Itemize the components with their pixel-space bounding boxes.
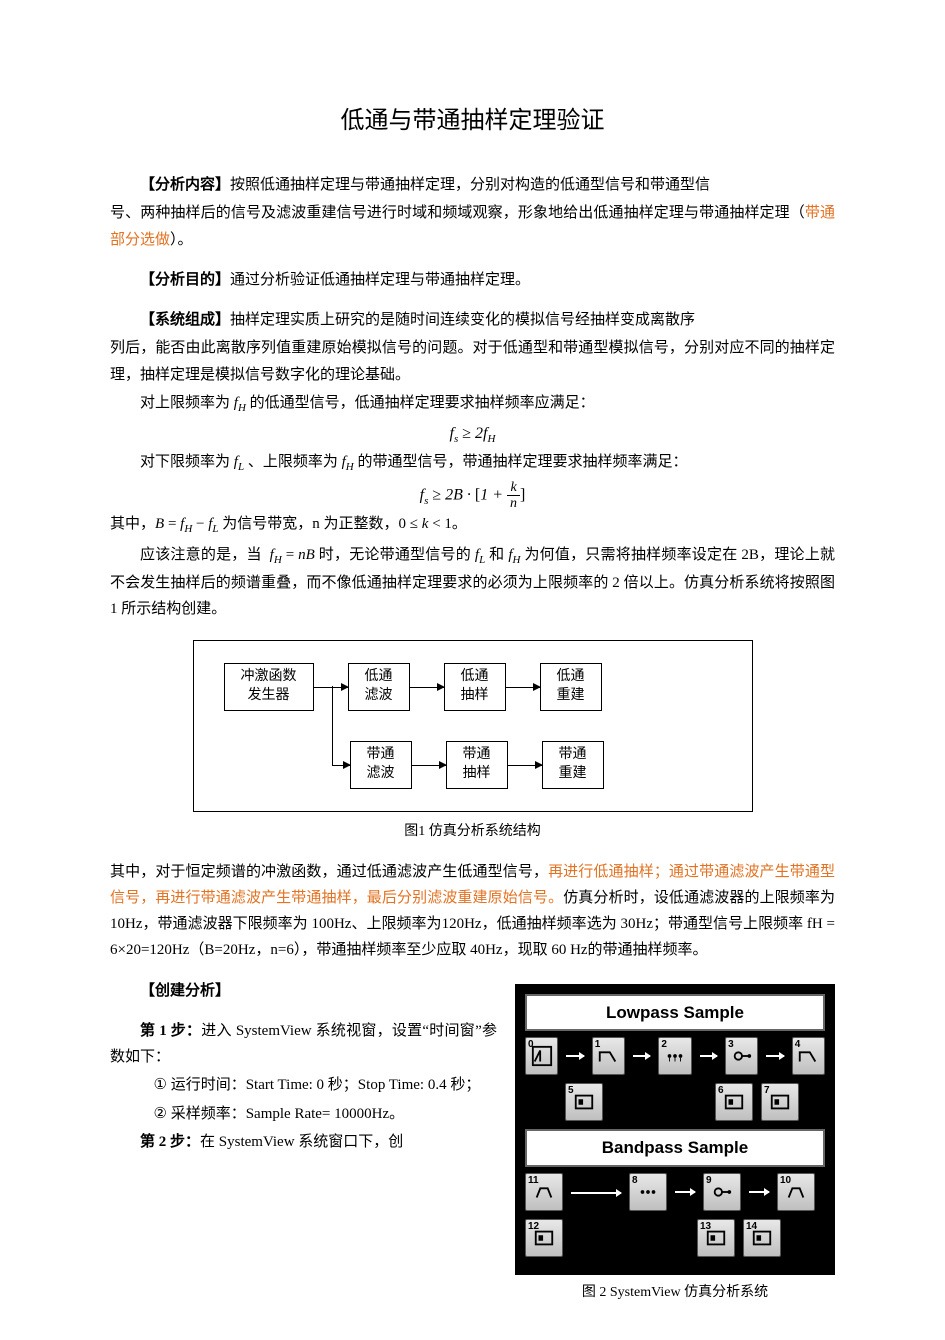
figure-1: 冲激函数发生器 低通滤波 低通抽样 低通重建 带通滤波 <box>110 640 835 844</box>
sv-token-8: 8 <box>629 1173 667 1211</box>
node-source: 冲激函数发生器 <box>224 663 314 711</box>
arrow-icon <box>571 1192 621 1194</box>
arrow-icon <box>508 765 542 766</box>
step-1-label: 第 1 步： <box>140 1023 201 1039</box>
flow-row-bottom: 带通滤波 带通抽样 带通重建 <box>224 741 722 789</box>
text: 在 SystemView 系统窗口下，创 <box>200 1134 403 1150</box>
label-analysis-purpose: 【分析目的】 <box>140 272 230 288</box>
figure-2-caption: 图 2 SystemView 仿真分析系统 <box>515 1281 835 1306</box>
page-title: 低通与带通抽样定理验证 <box>110 100 835 142</box>
sv-token-14: 14 <box>743 1219 781 1257</box>
formula-1: fs ≥ 2fH <box>110 420 835 449</box>
arrow-icon <box>314 687 348 688</box>
sv-row-2: 5 6 7 <box>525 1083 825 1121</box>
systemview-panel: Lowpass Sample 0 1 2 3 4 5 6 7 Bandpass … <box>515 984 835 1276</box>
para-analysis-content-2: 号、两种抽样后的信号及滤波重建信号进行时域和频域观察，形象地给出低通抽样定理与带… <box>110 200 835 253</box>
figure-1-caption: 图1 仿真分析系统结构 <box>110 820 835 845</box>
text: 通过分析验证低通抽样定理与带通抽样定理。 <box>230 272 530 288</box>
text: 号、两种抽样后的信号及滤波重建信号进行时域和频域观察，形象地给出低通抽样定理与带… <box>110 205 805 221</box>
node-bp-sample: 带通抽样 <box>446 741 508 789</box>
sv-token-9: 9 <box>703 1173 741 1211</box>
text: 运行时间：Start Time: 0 秒；Stop Time: 0.4 秒； <box>171 1077 481 1093</box>
para-where: 其中，B = fH − fL 为信号带宽，n 为正整数，0 ≤ k < 1。 <box>110 511 835 539</box>
para-bandpass-req: 对下限频率为 fL 、上限频率为 fH 的带通型信号，带通抽样定理要求抽样频率满… <box>110 449 835 477</box>
para-note: 应该注意的是，当 fH = nB 时，无论带通型信号的 fL 和 fH 为何值，… <box>110 542 835 623</box>
node-bp-filter: 带通滤波 <box>350 741 412 789</box>
sv-token-12: 12 <box>525 1219 563 1257</box>
para-analysis-purpose: 【分析目的】通过分析验证低通抽样定理与带通抽样定理。 <box>110 267 835 293</box>
text: 其中，对于恒定频谱的冲激函数，通过低通滤波产生低通型信号， <box>110 864 548 880</box>
arrow-icon <box>410 687 444 688</box>
arrow-icon <box>633 1055 650 1057</box>
label-system-composition: 【系统组成】 <box>140 312 230 328</box>
para-system-composition-1: 【系统组成】抽样定理实质上研究的是随时间连续变化的模拟信号经抽样变成离散序 <box>110 307 835 333</box>
node-lp-recon: 低通重建 <box>540 663 602 711</box>
sv-title-bandpass: Bandpass Sample <box>525 1129 825 1167</box>
sv-token-7: 7 <box>761 1083 799 1121</box>
figure-2: Lowpass Sample 0 1 2 3 4 5 6 7 Bandpass … <box>515 984 835 1306</box>
formula-2: fs ≥ 2B · [1 + kn] <box>110 480 835 512</box>
para-system-composition-2: 列后，能否由此离散序列值重建原始模拟信号的问题。对于低通型和带通型模拟信号，分别… <box>110 335 835 388</box>
arrow-icon <box>766 1055 783 1057</box>
sv-token-10: 10 <box>777 1173 815 1211</box>
circled-1-icon: ① <box>154 1076 167 1093</box>
sv-token-13: 13 <box>697 1219 735 1257</box>
sv-token-2: 2 <box>658 1037 691 1075</box>
text: ）。 <box>170 232 193 248</box>
text: 抽样定理实质上研究的是随时间连续变化的模拟信号经抽样变成离散序 <box>230 312 695 328</box>
flowchart: 冲激函数发生器 低通滤波 低通抽样 低通重建 带通滤波 <box>193 640 753 812</box>
sv-token-1: 1 <box>592 1037 625 1075</box>
sv-token-11: 11 <box>525 1173 563 1211</box>
node-lp-sample: 低通抽样 <box>444 663 506 711</box>
sv-row-3: 11 8 9 10 <box>525 1173 825 1211</box>
arrow-icon <box>749 1191 769 1193</box>
elbow-connector <box>314 741 350 789</box>
para-desc: 其中，对于恒定频谱的冲激函数，通过低通滤波产生低通型信号，再进行低通抽样；通过带… <box>110 859 835 964</box>
node-lp-filter: 低通滤波 <box>348 663 410 711</box>
arrow-icon <box>675 1191 695 1193</box>
sv-token-5: 5 <box>565 1083 603 1121</box>
sv-token-6: 6 <box>715 1083 753 1121</box>
sv-row-1: 0 1 2 3 4 <box>525 1037 825 1075</box>
arrow-icon <box>506 687 540 688</box>
sv-token-3: 3 <box>725 1037 758 1075</box>
sv-token-0: 0 <box>525 1037 558 1075</box>
para-lowpass-req: 对上限频率为 fH 的低通型信号，低通抽样定理要求抽样频率应满足： <box>110 390 835 418</box>
circled-2-icon: ② <box>154 1105 167 1122</box>
arrow-icon <box>566 1055 583 1057</box>
arrow-icon <box>700 1055 717 1057</box>
sv-row-4: 12 13 14 <box>525 1219 825 1257</box>
label-analysis-content: 【分析内容】 <box>140 177 230 193</box>
step-2-label: 第 2 步： <box>140 1134 200 1150</box>
sv-token-4: 4 <box>792 1037 825 1075</box>
arrow-icon <box>412 765 446 766</box>
text: 按照低通抽样定理与带通抽样定理，分别对构造的低通型信号和带通型信 <box>230 177 710 193</box>
sv-title-lowpass: Lowpass Sample <box>525 994 825 1032</box>
flow-row-top: 冲激函数发生器 低通滤波 低通抽样 低通重建 <box>224 663 722 711</box>
text: 采样频率：Sample Rate= 10000Hz。 <box>171 1106 404 1122</box>
node-bp-recon: 带通重建 <box>542 741 604 789</box>
para-analysis-content: 【分析内容】按照低通抽样定理与带通抽样定理，分别对构造的低通型信号和带通型信 <box>110 172 835 198</box>
